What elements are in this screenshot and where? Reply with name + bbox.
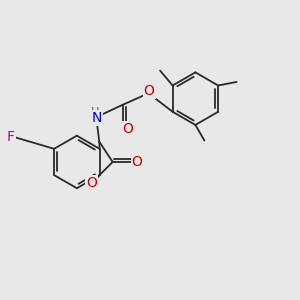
Text: O: O	[86, 176, 97, 190]
Text: F: F	[7, 130, 15, 145]
Text: H: H	[91, 107, 99, 117]
Text: O: O	[132, 155, 142, 169]
Text: O: O	[122, 122, 133, 136]
Text: O: O	[144, 85, 154, 98]
Text: N: N	[92, 111, 102, 125]
